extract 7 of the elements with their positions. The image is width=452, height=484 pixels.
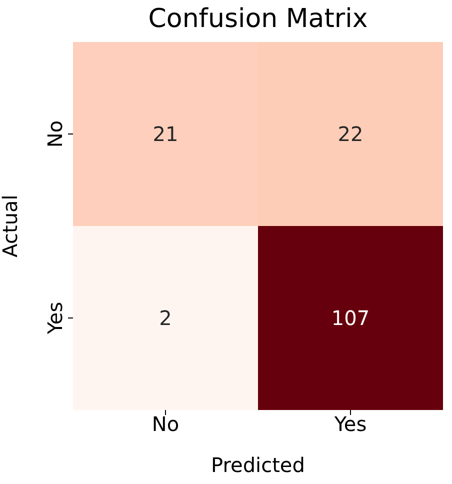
data-label: 21 <box>152 122 178 146</box>
chart-title: Confusion Matrix <box>147 4 369 34</box>
data-label: 22 <box>338 122 364 146</box>
y-axis-title: Actual <box>0 194 22 258</box>
data-label: 107 <box>331 306 370 330</box>
x-axis-title: Predicted <box>211 453 305 477</box>
data-label: 2 <box>159 306 172 330</box>
